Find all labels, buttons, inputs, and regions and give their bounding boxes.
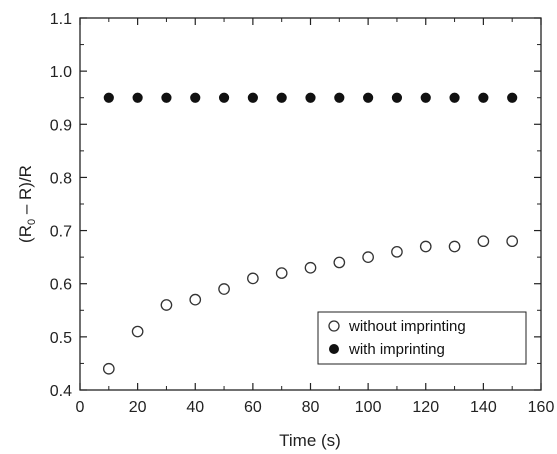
y-tick-label: 0.6 bbox=[50, 277, 72, 294]
legend: without imprinting with imprinting bbox=[317, 311, 527, 365]
x-tick-label: 60 bbox=[244, 399, 262, 416]
data-point-without-imprinting bbox=[448, 240, 461, 253]
data-point-with-imprinting bbox=[190, 92, 201, 103]
plot-frame bbox=[79, 17, 542, 391]
x-tick-label: 120 bbox=[412, 399, 439, 416]
y-axis-title: (R0 – R)/R bbox=[16, 165, 38, 243]
data-point-with-imprinting bbox=[507, 92, 518, 103]
y-tick-label: 1.1 bbox=[50, 11, 72, 28]
data-point-with-imprinting bbox=[132, 92, 143, 103]
y-tick-label: 0.8 bbox=[50, 170, 72, 187]
y-tick-label: 0.9 bbox=[50, 117, 72, 134]
x-tick-label: 0 bbox=[76, 399, 85, 416]
data-point-with-imprinting bbox=[363, 92, 374, 103]
points-layer bbox=[102, 92, 519, 375]
data-point-with-imprinting bbox=[334, 92, 345, 103]
y-axis-title-rest: – R)/R bbox=[16, 165, 35, 219]
data-point-without-imprinting bbox=[247, 272, 259, 285]
x-axis-title: Time (s) bbox=[279, 431, 341, 450]
data-point-without-imprinting bbox=[333, 256, 346, 269]
data-point-without-imprinting bbox=[275, 267, 288, 279]
data-point-without-imprinting bbox=[189, 293, 202, 306]
data-point-without-imprinting bbox=[218, 283, 230, 295]
y-tick-label: 0.7 bbox=[50, 224, 72, 241]
data-point-with-imprinting bbox=[103, 92, 114, 103]
data-point-with-imprinting bbox=[247, 92, 258, 103]
data-point-without-imprinting bbox=[391, 245, 403, 258]
data-point-with-imprinting bbox=[449, 92, 460, 103]
ticks-layer bbox=[79, 17, 542, 391]
data-point-with-imprinting bbox=[305, 92, 316, 103]
legend-label-with-imprinting: with imprinting bbox=[348, 341, 445, 358]
data-point-without-imprinting bbox=[477, 235, 490, 248]
y-axis-title-open: (R bbox=[16, 225, 35, 243]
x-tick-label: 40 bbox=[186, 399, 204, 416]
data-point-without-imprinting bbox=[362, 251, 374, 263]
labels-layer: 0 20 40 60 80 100 120 140 160 0.4 0.5 0.6 0.7 0.8 0.9 1… bbox=[50, 11, 555, 416]
data-point-without-imprinting bbox=[304, 261, 317, 274]
y-tick-label: 0.4 bbox=[50, 383, 72, 400]
legend-box bbox=[317, 311, 527, 365]
x-tick-label: 100 bbox=[355, 399, 382, 416]
x-tick-label: 160 bbox=[528, 399, 555, 416]
data-point-with-imprinting bbox=[218, 92, 230, 103]
data-point-without-imprinting bbox=[506, 235, 519, 248]
y-tick-label: 1.0 bbox=[50, 64, 72, 81]
data-point-with-imprinting bbox=[161, 92, 172, 103]
data-point-with-imprinting bbox=[420, 92, 431, 103]
y-axis-title-subscript: 0 bbox=[26, 219, 38, 225]
data-point-without-imprinting bbox=[102, 362, 115, 375]
x-tick-label: 80 bbox=[302, 399, 320, 416]
data-point-without-imprinting bbox=[160, 299, 173, 311]
data-point-without-imprinting bbox=[131, 325, 144, 338]
data-point-without-imprinting bbox=[419, 240, 432, 253]
data-point-with-imprinting bbox=[276, 92, 287, 103]
legend-marker-without-imprinting bbox=[328, 320, 340, 332]
legend-marker-with-imprinting bbox=[329, 344, 339, 354]
x-tick-label: 140 bbox=[470, 399, 497, 416]
y-tick-label: 0.5 bbox=[50, 330, 72, 347]
data-point-with-imprinting bbox=[478, 92, 489, 103]
data-point-with-imprinting bbox=[391, 92, 403, 103]
x-tick-label: 20 bbox=[129, 399, 147, 416]
legend-label-without-imprinting: without imprinting bbox=[348, 318, 466, 335]
